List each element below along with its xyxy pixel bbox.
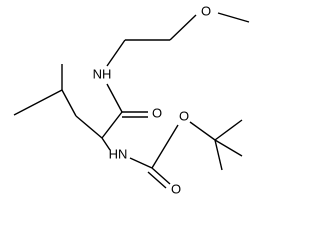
bond <box>151 167 171 185</box>
bond <box>13 89 63 116</box>
molecule-diagram: O NH O O HN O <box>13 3 250 196</box>
bond <box>147 171 167 189</box>
atom-label: NH <box>93 66 112 81</box>
bond <box>214 119 243 141</box>
bond <box>189 121 216 141</box>
bond <box>101 137 111 151</box>
bond <box>75 115 103 139</box>
bond <box>106 83 123 113</box>
bond <box>151 124 179 169</box>
bond <box>214 139 243 157</box>
atom-label: O <box>152 105 162 120</box>
bond <box>169 14 197 41</box>
atom-label: O <box>171 181 181 196</box>
bond <box>129 157 153 169</box>
bond <box>101 111 123 139</box>
atom-label: O <box>179 108 189 123</box>
atom-label: O <box>201 3 211 18</box>
bond <box>214 139 223 171</box>
bond <box>217 12 250 23</box>
bond <box>61 89 77 117</box>
bond <box>106 39 126 67</box>
atom-label: HN <box>109 146 128 161</box>
